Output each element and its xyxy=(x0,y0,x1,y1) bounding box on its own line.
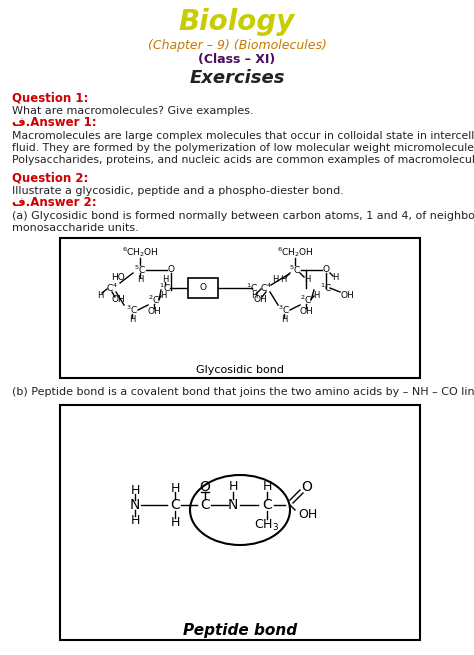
Text: O: O xyxy=(167,265,174,274)
Text: OH: OH xyxy=(253,295,267,305)
Text: H: H xyxy=(228,481,237,493)
Text: O: O xyxy=(200,480,210,494)
Text: Illustrate a glycosidic, peptide and a phospho-diester bond.: Illustrate a glycosidic, peptide and a p… xyxy=(12,186,344,196)
Text: Question 1:: Question 1: xyxy=(12,92,88,105)
Text: O: O xyxy=(301,480,312,494)
Text: ف.Answer 1:: ف.Answer 1: xyxy=(12,117,97,130)
Text: O: O xyxy=(200,284,207,293)
Text: OH: OH xyxy=(111,295,125,305)
Text: H: H xyxy=(170,481,180,495)
Text: (Class – XI): (Class – XI) xyxy=(199,52,275,66)
Text: OH: OH xyxy=(340,291,354,301)
Text: H: H xyxy=(130,483,140,496)
Text: N: N xyxy=(130,498,140,512)
Text: Macromolecules are large complex molecules that occur in colloidal state in inte: Macromolecules are large complex molecul… xyxy=(12,131,474,141)
Bar xyxy=(60,405,420,640)
Text: Exercises: Exercises xyxy=(189,69,285,87)
Text: $^5$C: $^5$C xyxy=(134,264,146,276)
Text: $^1$C: $^1$C xyxy=(159,282,171,294)
Text: What are macromolecules? Give examples.: What are macromolecules? Give examples. xyxy=(12,106,254,116)
Text: OH: OH xyxy=(298,508,318,521)
Text: H: H xyxy=(281,316,287,324)
Ellipse shape xyxy=(190,475,290,545)
Text: $^1$C: $^1$C xyxy=(246,282,258,294)
Text: H: H xyxy=(170,515,180,529)
Text: Biology: Biology xyxy=(179,8,295,36)
Text: (a) Glycosidic bond is formed normally between carbon atoms, 1 and 4, of neighbo: (a) Glycosidic bond is formed normally b… xyxy=(12,211,474,221)
Bar xyxy=(60,238,420,378)
Text: fluid. They are formed by the polymerization of low molecular weight micromolecu: fluid. They are formed by the polymeriza… xyxy=(12,143,474,153)
Bar xyxy=(188,278,218,298)
Text: $^6$CH$_2$OH: $^6$CH$_2$OH xyxy=(122,245,158,259)
Text: Polysaccharides, proteins, and nucleic acids are common examples of macromolecul: Polysaccharides, proteins, and nucleic a… xyxy=(12,155,474,165)
Text: monosaccharide units.: monosaccharide units. xyxy=(12,223,139,233)
Text: $^5$C: $^5$C xyxy=(289,264,301,276)
Text: $^3$C: $^3$C xyxy=(126,304,138,316)
Text: C: C xyxy=(200,498,210,512)
Text: O: O xyxy=(322,265,329,274)
Text: N: N xyxy=(228,498,238,512)
Text: C$^4$: C$^4$ xyxy=(106,282,118,294)
Text: OH: OH xyxy=(147,307,161,316)
Text: H: H xyxy=(262,481,272,493)
Text: H: H xyxy=(313,291,319,299)
Text: H: H xyxy=(251,291,257,299)
Text: ف.Answer 2:: ف.Answer 2: xyxy=(12,196,97,210)
Text: CH$_3$: CH$_3$ xyxy=(255,517,280,533)
Text: OH: OH xyxy=(299,307,313,316)
Text: H: H xyxy=(97,291,103,299)
Text: H: H xyxy=(129,316,135,324)
Text: HO: HO xyxy=(111,274,125,282)
Text: H: H xyxy=(304,274,310,284)
Text: (Chapter – 9) (Biomolecules): (Chapter – 9) (Biomolecules) xyxy=(147,39,327,52)
Text: H: H xyxy=(130,514,140,527)
Text: $^2$C: $^2$C xyxy=(148,294,160,306)
Text: H: H xyxy=(332,272,338,282)
Text: $^3$C: $^3$C xyxy=(278,304,290,316)
Text: C: C xyxy=(170,498,180,512)
Text: H: H xyxy=(280,274,286,284)
Text: H: H xyxy=(272,276,278,284)
Text: (b) Peptide bond is a covalent bond that joins the two amino acids by – NH – CO : (b) Peptide bond is a covalent bond that… xyxy=(12,387,474,397)
Text: Glycosidic bond: Glycosidic bond xyxy=(196,365,284,375)
Text: Peptide bond: Peptide bond xyxy=(183,622,297,637)
Text: Question 2:: Question 2: xyxy=(12,172,88,185)
Text: $^2$C: $^2$C xyxy=(300,294,312,306)
Text: $^6$CH$_2$OH: $^6$CH$_2$OH xyxy=(277,245,313,259)
Text: C$^4$: C$^4$ xyxy=(260,282,272,294)
Text: $^1$C: $^1$C xyxy=(320,282,332,294)
Text: H: H xyxy=(137,274,143,284)
Text: C: C xyxy=(262,498,272,512)
Text: H: H xyxy=(162,274,168,284)
Text: H: H xyxy=(160,291,166,299)
